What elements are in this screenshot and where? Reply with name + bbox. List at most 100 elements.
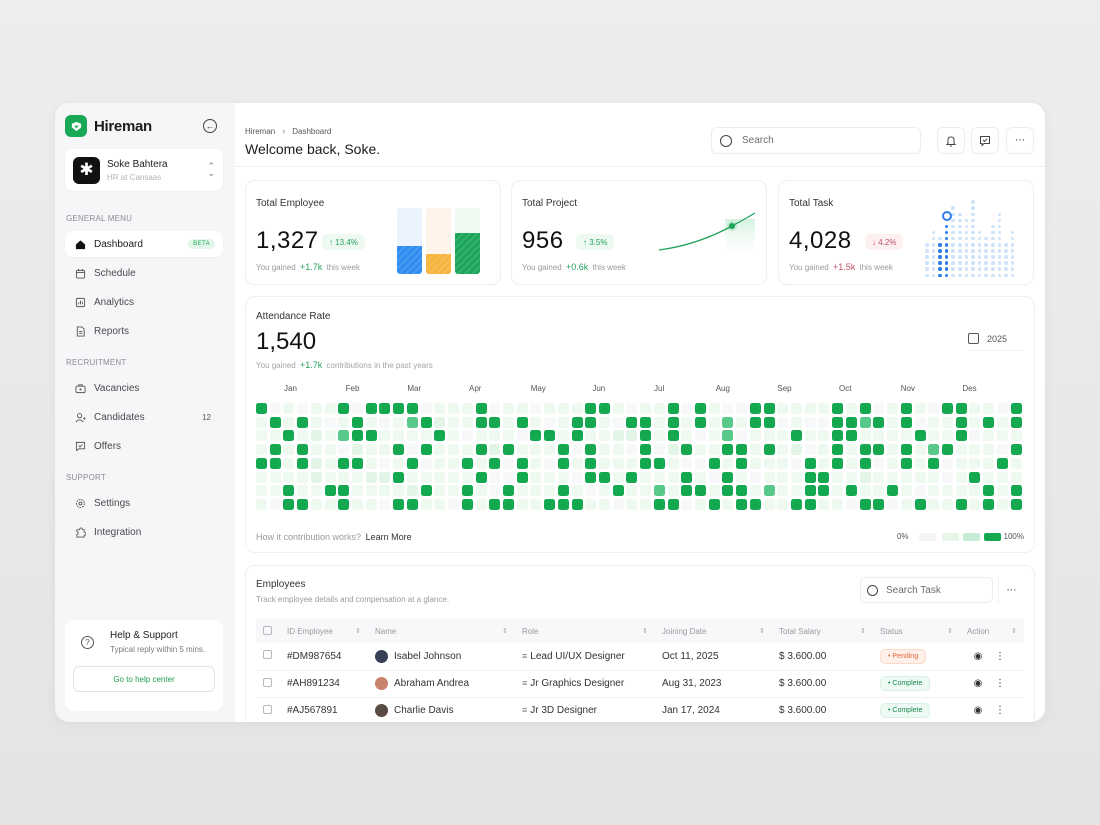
- heatmap-cell[interactable]: [612, 403, 624, 414]
- heatmap-cell[interactable]: [914, 499, 926, 511]
- heatmap-cell[interactable]: [324, 499, 336, 511]
- heatmap-cell[interactable]: [530, 430, 542, 442]
- row-checkbox[interactable]: [256, 697, 280, 722]
- table-row[interactable]: #AH891234 Abraham Andrea ≡ Jr Graphics Desi…: [256, 670, 1024, 698]
- heatmap-cell[interactable]: [832, 444, 844, 456]
- heatmap-cell[interactable]: [585, 430, 597, 442]
- heatmap-cell[interactable]: [969, 471, 981, 483]
- heatmap-cell[interactable]: [310, 416, 322, 428]
- heatmap-cell[interactable]: [489, 471, 501, 483]
- heatmap-cell[interactable]: [969, 457, 981, 469]
- heatmap-cell[interactable]: [475, 416, 487, 428]
- column-action[interactable]: Action ⇕: [967, 626, 1017, 636]
- heatmap-cell[interactable]: [640, 444, 652, 456]
- heatmap-cell[interactable]: [461, 430, 473, 442]
- sidebar-item-schedule[interactable]: Schedule: [65, 260, 223, 286]
- heatmap-cell[interactable]: [941, 485, 953, 497]
- heatmap-cell[interactable]: [804, 403, 816, 414]
- heatmap-cell[interactable]: [324, 471, 336, 483]
- heatmap-cell[interactable]: [653, 457, 665, 469]
- heatmap-cell[interactable]: [640, 457, 652, 469]
- heatmap-cell[interactable]: [722, 444, 734, 456]
- heatmap-cell[interactable]: [544, 485, 556, 497]
- heatmap-cell[interactable]: [557, 471, 569, 483]
- heatmap-cell[interactable]: [1010, 485, 1022, 497]
- column-total-salary[interactable]: Total Salary ⇕: [779, 626, 866, 636]
- heatmap-cell[interactable]: [310, 499, 322, 511]
- heatmap-cell[interactable]: [283, 471, 295, 483]
- heatmap-cell[interactable]: [749, 403, 761, 414]
- view-eye-icon[interactable]: ◉: [973, 678, 983, 689]
- heatmap-cell[interactable]: [420, 457, 432, 469]
- heatmap-cell[interactable]: [928, 430, 940, 442]
- heatmap-cell[interactable]: [626, 485, 638, 497]
- heatmap-cell[interactable]: [832, 485, 844, 497]
- learn-more-link[interactable]: Learn More: [365, 532, 412, 542]
- heatmap-cell[interactable]: [544, 457, 556, 469]
- heatmap-cell[interactable]: [955, 457, 967, 469]
- heatmap-cell[interactable]: [365, 444, 377, 456]
- heatmap-cell[interactable]: [502, 457, 514, 469]
- heatmap-cell[interactable]: [557, 499, 569, 511]
- heatmap-cell[interactable]: [448, 403, 460, 414]
- heatmap-cell[interactable]: [640, 403, 652, 414]
- heatmap-cell[interactable]: [859, 457, 871, 469]
- heatmap-cell[interactable]: [365, 457, 377, 469]
- heatmap-cell[interactable]: [516, 485, 528, 497]
- heatmap-cell[interactable]: [516, 444, 528, 456]
- heatmap-cell[interactable]: [996, 471, 1008, 483]
- heatmap-cell[interactable]: [928, 471, 940, 483]
- heatmap-cell[interactable]: [941, 416, 953, 428]
- heatmap-cell[interactable]: [640, 416, 652, 428]
- heatmap-cell[interactable]: [269, 485, 281, 497]
- heatmap-cell[interactable]: [489, 430, 501, 442]
- heatmap-cell[interactable]: [900, 471, 912, 483]
- heatmap-cell[interactable]: [544, 444, 556, 456]
- heatmap-cell[interactable]: [873, 485, 885, 497]
- heatmap-cell[interactable]: [681, 471, 693, 483]
- heatmap-cell[interactable]: [461, 416, 473, 428]
- search-task-input[interactable]: Search Task: [860, 577, 993, 603]
- heatmap-cell[interactable]: [461, 485, 473, 497]
- heatmap-cell[interactable]: [873, 499, 885, 511]
- heatmap-cell[interactable]: [900, 499, 912, 511]
- heatmap-cell[interactable]: [722, 499, 734, 511]
- heatmap-cell[interactable]: [448, 444, 460, 456]
- heatmap-cell[interactable]: [818, 485, 830, 497]
- heatmap-cell[interactable]: [461, 403, 473, 414]
- heatmap-cell[interactable]: [502, 499, 514, 511]
- heatmap-cell[interactable]: [873, 403, 885, 414]
- heatmap-cell[interactable]: [695, 471, 706, 483]
- heatmap-cell[interactable]: [434, 499, 446, 511]
- heatmap-cell[interactable]: [530, 457, 542, 469]
- heatmap-cell[interactable]: [338, 471, 350, 483]
- heatmap-cell[interactable]: [873, 457, 885, 469]
- heatmap-cell[interactable]: [708, 403, 720, 414]
- heatmap-cell[interactable]: [544, 403, 556, 414]
- heatmap-cell[interactable]: [914, 444, 926, 456]
- heatmap-cell[interactable]: [475, 471, 487, 483]
- column-name[interactable]: Name ⇕: [375, 626, 508, 636]
- heatmap-cell[interactable]: [434, 403, 446, 414]
- heatmap-cell[interactable]: [393, 485, 405, 497]
- heatmap-cell[interactable]: [983, 471, 995, 483]
- heatmap-cell[interactable]: [1010, 416, 1022, 428]
- heatmap-cell[interactable]: [653, 430, 665, 442]
- heatmap-cell[interactable]: [310, 457, 322, 469]
- heatmap-cell[interactable]: [557, 403, 569, 414]
- heatmap-cell[interactable]: [887, 444, 899, 456]
- heatmap-cell[interactable]: [804, 416, 816, 428]
- heatmap-cell[interactable]: [544, 499, 556, 511]
- heatmap-cell[interactable]: [502, 430, 514, 442]
- heatmap-cell[interactable]: [256, 416, 267, 428]
- heatmap-cell[interactable]: [612, 430, 624, 442]
- sidebar-item-dashboard[interactable]: Dashboard BETA: [65, 231, 223, 257]
- heatmap-cell[interactable]: [996, 485, 1008, 497]
- row-checkbox[interactable]: [256, 670, 280, 698]
- heatmap-cell[interactable]: [626, 416, 638, 428]
- heatmap-cell[interactable]: [256, 444, 267, 456]
- heatmap-cell[interactable]: [640, 499, 652, 511]
- heatmap-cell[interactable]: [489, 485, 501, 497]
- heatmap-cell[interactable]: [544, 416, 556, 428]
- heatmap-cell[interactable]: [585, 444, 597, 456]
